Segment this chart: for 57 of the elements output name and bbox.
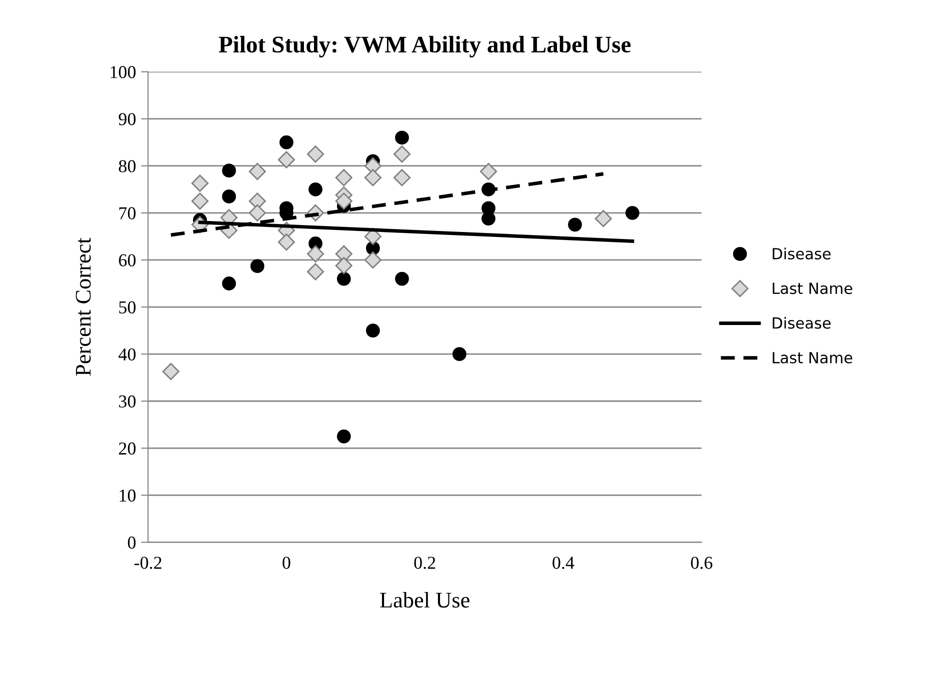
y-tick-label: 0	[128, 536, 136, 549]
y-tick-label: 50	[119, 301, 136, 314]
point	[625, 206, 640, 220]
point	[222, 276, 236, 290]
x-tick-label: 0	[282, 556, 290, 569]
point	[279, 135, 294, 150]
point	[306, 245, 324, 262]
point	[191, 192, 208, 210]
point	[393, 146, 411, 163]
point	[306, 263, 324, 280]
y-tick-label: 70	[119, 207, 136, 220]
y-tick-label: 30	[119, 395, 136, 408]
point	[278, 234, 295, 251]
point	[162, 362, 180, 380]
y-axis-title: Percent Correct	[76, 238, 91, 376]
point	[395, 130, 409, 145]
x-tick-label: -0.2	[134, 556, 162, 569]
chart-title: Pilot Study: VWM Ability and Label Use	[218, 36, 631, 58]
x-tick-label: 0.4	[552, 556, 574, 569]
point	[480, 162, 498, 180]
point	[364, 169, 382, 186]
x-tick-label: 0.6	[690, 556, 712, 569]
legend-label: Disease	[772, 248, 831, 260]
y-tick-label: 80	[118, 160, 136, 172]
y-tick-label: 40	[118, 348, 136, 361]
point	[594, 210, 612, 228]
point	[568, 218, 582, 232]
point	[335, 169, 352, 186]
y-tick-label: 100	[110, 66, 136, 78]
point	[248, 162, 266, 180]
point	[336, 272, 351, 286]
legend-label: Last Name	[772, 282, 852, 294]
point	[366, 324, 380, 338]
point	[278, 151, 295, 168]
point	[482, 212, 496, 226]
y-tick-label: 60	[118, 254, 136, 266]
point	[306, 146, 324, 163]
y-tick-label: 10	[120, 489, 136, 502]
legend-label: Disease	[772, 316, 831, 329]
y-tick-label: 90	[118, 113, 136, 126]
point	[335, 192, 352, 210]
point	[191, 174, 208, 192]
x-axis-title: Label Use	[380, 592, 470, 608]
point	[336, 429, 351, 444]
point	[452, 347, 466, 362]
point	[395, 272, 409, 286]
point	[335, 257, 352, 274]
point	[393, 169, 411, 186]
x-tick-label: 0.2	[414, 556, 436, 569]
point	[308, 182, 322, 196]
point	[250, 259, 264, 274]
legend-label: Last Name	[772, 352, 852, 364]
point	[222, 190, 236, 204]
point	[222, 164, 236, 178]
y-tick-label: 20	[118, 442, 136, 455]
point	[364, 251, 382, 269]
point	[248, 204, 266, 222]
